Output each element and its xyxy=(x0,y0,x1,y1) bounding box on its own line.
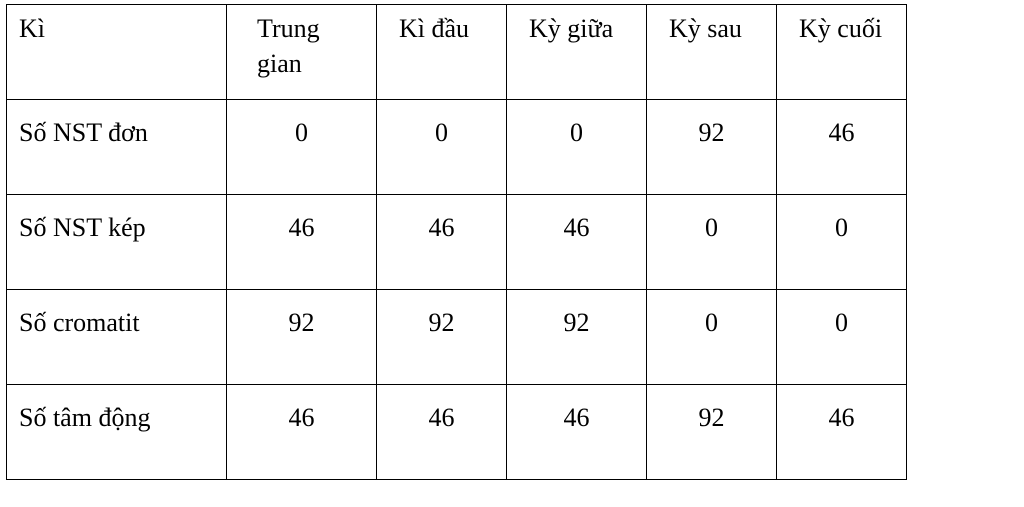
cell: 46 xyxy=(377,195,507,290)
col-header-ky-sau: Kỳ sau xyxy=(647,5,777,100)
cell: 0 xyxy=(227,100,377,195)
table-row: Số cromatit 92 92 92 0 0 xyxy=(7,290,907,385)
cell: 46 xyxy=(377,385,507,480)
cell: 92 xyxy=(647,100,777,195)
cell: 46 xyxy=(507,385,647,480)
table-header-row: Kì Trung gian Kì đầu Kỳ giữa Kỳ sau Kỳ c… xyxy=(7,5,907,100)
cell: 0 xyxy=(777,290,907,385)
cell: 92 xyxy=(647,385,777,480)
cell: 92 xyxy=(507,290,647,385)
col-header-trung-gian: Trung gian xyxy=(227,5,377,100)
row-label-tam-dong: Số tâm động xyxy=(7,385,227,480)
cell: 0 xyxy=(647,290,777,385)
cell: 46 xyxy=(227,195,377,290)
cell: 46 xyxy=(507,195,647,290)
cell: 46 xyxy=(777,100,907,195)
cell: 46 xyxy=(777,385,907,480)
col-header-ky-giua: Kỳ giữa xyxy=(507,5,647,100)
mitosis-phase-table: Kì Trung gian Kì đầu Kỳ giữa Kỳ sau Kỳ c… xyxy=(6,4,907,480)
col-header-ki-dau: Kì đầu xyxy=(377,5,507,100)
cell: 0 xyxy=(377,100,507,195)
cell: 0 xyxy=(777,195,907,290)
table-row: Số tâm động 46 46 46 92 46 xyxy=(7,385,907,480)
cell: 0 xyxy=(647,195,777,290)
table-row: Số NST kép 46 46 46 0 0 xyxy=(7,195,907,290)
cell: 92 xyxy=(377,290,507,385)
table-row: Số NST đơn 0 0 0 92 46 xyxy=(7,100,907,195)
row-label-nst-don: Số NST đơn xyxy=(7,100,227,195)
col-header-ky-cuoi: Kỳ cuối xyxy=(777,5,907,100)
cell: 46 xyxy=(227,385,377,480)
cell: 92 xyxy=(227,290,377,385)
col-header-ki: Kì xyxy=(7,5,227,100)
cell: 0 xyxy=(507,100,647,195)
row-label-nst-kep: Số NST kép xyxy=(7,195,227,290)
row-label-cromatit: Số cromatit xyxy=(7,290,227,385)
